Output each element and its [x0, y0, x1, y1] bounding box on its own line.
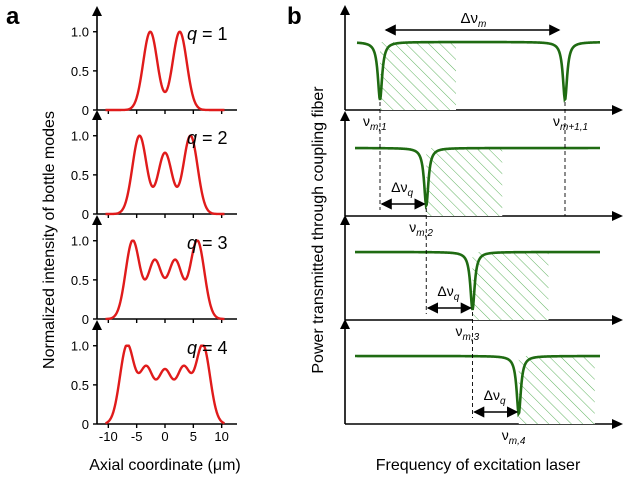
- x-axis-title: Frequency of excitation laser: [376, 457, 581, 474]
- intensity-curve-q1: [105, 30, 225, 112]
- intensity-curve-q4: [105, 344, 225, 425]
- panel-a: 0 0.5 1.0 q = 1 0 0.5 1.0 q = 2 0 0.5 1.0 q = 3 0 0.5…: [41, 6, 241, 474]
- y-tick-label: 0: [82, 417, 89, 432]
- panel-b: νm,1 νm+1,1 νm,2 Δνq νm,3 Δνq νm,4 Δνq Δνm Freque…: [310, 5, 623, 474]
- y-tick-label: 1.0: [71, 339, 89, 354]
- panel-b-subplot-1: νm,1 νm+1,1: [340, 5, 623, 133]
- y-tick-label: 1.0: [71, 234, 89, 249]
- panel-a-label: a: [6, 3, 20, 30]
- dip-label: νm,4: [502, 427, 526, 447]
- x-tick-label: 10: [214, 429, 228, 444]
- x-axis-arrow: [612, 315, 623, 325]
- hatched-region: [426, 148, 503, 216]
- y-axis-arrow: [92, 6, 102, 16]
- y-tick-label: 0: [82, 312, 89, 327]
- y-axis-arrow: [340, 215, 350, 225]
- panel-b-subplot-4: νm,4 Δνq: [340, 319, 623, 447]
- y-tick-label: 0: [82, 103, 89, 118]
- transmission-curve: [356, 40, 601, 103]
- y-axis-title: Power transmitted through coupling fiber: [310, 86, 327, 374]
- q-label: q = 2: [187, 128, 228, 148]
- panel-a-subplot-4: 0 0.5 1.0 q = 4: [71, 320, 237, 432]
- x-tick-label: -10: [99, 429, 118, 444]
- panel-b-subplot-2: νm,2 Δνq: [340, 111, 623, 239]
- x-tick-label: -5: [131, 429, 143, 444]
- y-axis-arrow: [92, 215, 102, 225]
- intensity-curve-q3: [105, 239, 225, 321]
- y-axis-arrow: [340, 5, 350, 15]
- y-tick-label: 0.5: [71, 168, 89, 183]
- x-axis-arrow: [612, 419, 623, 429]
- transmission-curve: [355, 250, 600, 311]
- x-axis-arrow: [612, 211, 623, 221]
- hatched-region: [518, 356, 595, 424]
- delta-nu-q-label: Δνq: [484, 387, 506, 407]
- y-tick-label: 0: [82, 207, 89, 222]
- x-tick-label: 0: [161, 429, 168, 444]
- dip-label: νm+1,1: [553, 113, 588, 133]
- transmission-curve: [355, 146, 600, 210]
- y-axis-title: Normalized intensity of bottle modes: [41, 111, 58, 369]
- panel-a-subplot-2: 0 0.5 1.0 q = 2: [71, 110, 237, 222]
- intensity-curve-q2: [105, 134, 225, 216]
- dip-label: νm,3: [456, 323, 480, 343]
- y-tick-label: 0.5: [71, 64, 89, 79]
- y-axis-arrow: [340, 111, 350, 121]
- y-tick-label: 1.0: [71, 25, 89, 40]
- y-tick-label: 0.5: [71, 273, 89, 288]
- x-axis-title: Axial coordinate (μm): [89, 457, 241, 474]
- hatched-region: [380, 42, 456, 110]
- y-axis-arrow: [340, 319, 350, 329]
- panel-a-subplot-1: 0 0.5 1.0 q = 1: [71, 6, 237, 118]
- panel-a-subplot-3: 0 0.5 1.0 q = 3: [71, 215, 237, 327]
- panel-b-label: b: [287, 3, 302, 30]
- q-label: q = 4: [187, 338, 228, 358]
- y-tick-label: 0.5: [71, 378, 89, 393]
- y-tick-label: 1.0: [71, 129, 89, 144]
- q-label: q = 3: [187, 233, 228, 253]
- x-axis-arrow: [612, 105, 623, 115]
- y-axis-arrow: [92, 110, 102, 120]
- hatched-region: [472, 252, 549, 320]
- y-axis-arrow: [92, 320, 102, 330]
- delta-nu-q-label: Δνq: [391, 179, 413, 199]
- q-label: q = 1: [187, 24, 228, 44]
- panel-b-subplot-3: νm,3 Δνq: [340, 215, 623, 343]
- delta-nu-m-label: Δνm: [461, 10, 487, 30]
- transmission-curve: [355, 354, 600, 418]
- delta-nu-q-label: Δνq: [437, 283, 459, 303]
- x-tick-label: 5: [190, 429, 197, 444]
- dip-label: νm,2: [409, 219, 433, 239]
- dip-label: νm,1: [363, 113, 387, 133]
